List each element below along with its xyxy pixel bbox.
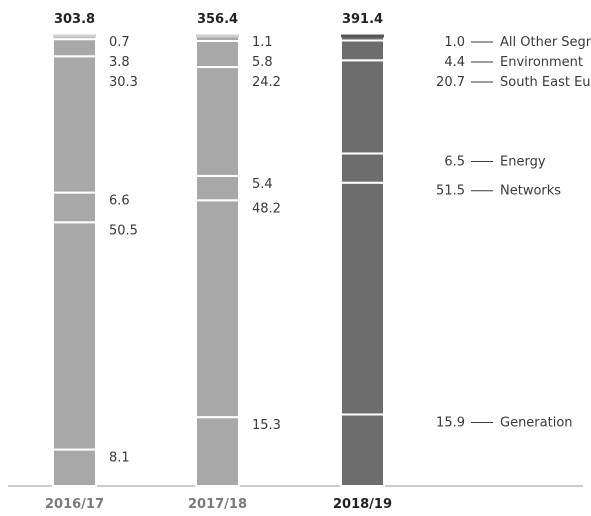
legend-label-networks: Networks [500,184,561,199]
value-label-2017-18-energy: 5.4 [252,177,273,192]
bar-segment-2016-17-environment [52,38,97,58]
bar-segment-2018-19-generation [340,413,385,488]
bar-segment-2017-18-energy [195,174,240,202]
value-label-2016-17-environment: 3.8 [109,55,130,70]
value-label-2017-18-environment: 5.8 [252,55,273,70]
value-label-2018-19-south-east-europe: 20.7 [436,75,465,90]
bar-segment-2016-17-energy [52,191,97,224]
legend-label-south-east-europe: South East Europe [500,75,591,90]
value-label-2016-17-all-other-segments: 0.7 [109,35,130,50]
value-label-2017-18-generation: 15.3 [252,418,281,433]
value-label-2018-19-generation: 15.9 [436,415,465,430]
legend-label-all-other-segments: All Other Segments [500,35,591,50]
bar-segment-2017-18-generation [195,416,240,487]
legend-label-environment: Environment [500,55,583,70]
value-label-2018-19-energy: 6.5 [444,154,465,169]
bar-segment-2016-17-south-east-europe [52,55,97,194]
value-label-2017-18-networks: 48.2 [252,201,281,216]
bar-segment-2017-18-environment [195,39,240,69]
bar-segment-2017-18-south-east-europe [195,66,240,177]
bar-segment-2018-19-energy [340,152,385,184]
value-label-2016-17-south-east-europe: 30.3 [109,75,138,90]
category-label-2018-19: 2018/19 [333,497,392,512]
value-label-2016-17-generation: 8.1 [109,451,130,466]
value-label-2018-19-networks: 51.5 [436,184,465,199]
bar-segment-2018-19-south-east-europe [340,59,385,155]
bar-segment-2018-19-environment [340,39,385,62]
value-label-2018-19-environment: 4.4 [444,55,465,70]
value-label-2017-18-all-other-segments: 1.1 [252,35,273,50]
bar-segment-2018-19-networks [340,181,385,416]
category-label-2016-17: 2016/17 [45,497,104,512]
legend-label-energy: Energy [500,154,546,169]
value-label-2016-17-energy: 6.6 [109,194,130,209]
value-label-2016-17-networks: 50.5 [109,223,138,238]
category-label-2017-18: 2017/18 [188,497,247,512]
bar-segment-2017-18-networks [195,199,240,419]
total-label-2017-18: 356.4 [197,12,238,27]
total-label-2016-17: 303.8 [54,12,95,27]
legend-label-generation: Generation [500,415,573,430]
value-label-2017-18-south-east-europe: 24.2 [252,75,281,90]
bar-segment-2016-17-generation [52,448,97,487]
total-label-2018-19: 391.4 [342,12,383,27]
value-label-2018-19-all-other-segments: 1.0 [444,35,465,50]
bar-segment-2016-17-networks [52,221,97,451]
